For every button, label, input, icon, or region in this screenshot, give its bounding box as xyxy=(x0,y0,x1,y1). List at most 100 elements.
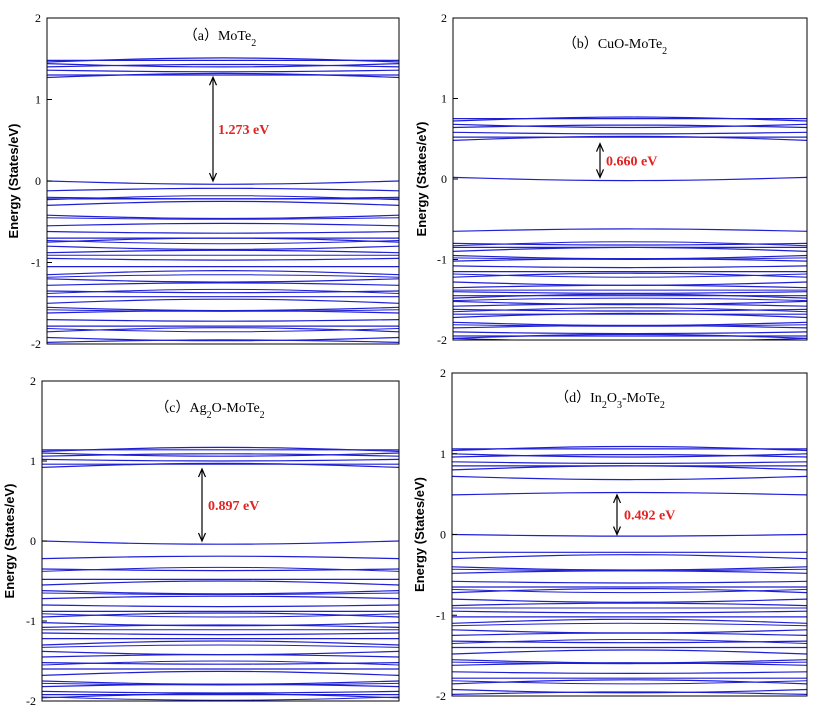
band-line xyxy=(47,339,399,343)
band-line xyxy=(453,303,807,307)
band-line xyxy=(47,336,399,342)
band-line xyxy=(47,57,399,63)
band-line xyxy=(42,660,399,666)
band-line xyxy=(452,632,807,636)
band-lines xyxy=(452,445,807,695)
band-line xyxy=(42,696,399,701)
band-line xyxy=(42,446,399,452)
band-line xyxy=(452,598,807,603)
panel-title: （c）Ag2O-MoTe2 xyxy=(155,400,264,421)
panel-c-ag2o-mote2: 2 1 0 -1 -2 Energy (States/eV) （c）Ag2O-MoTe2 0.… xyxy=(2,374,400,708)
band-line xyxy=(453,116,807,122)
band-line xyxy=(47,230,399,234)
y-tick-label: 0 xyxy=(30,534,36,548)
band-line xyxy=(42,566,399,572)
gap-value-label: 1.273 eV xyxy=(218,123,269,138)
band-line xyxy=(47,309,399,312)
panel-d-in2o3-mote2: 2 1 0 -1 -2 Energy (States/eV) （d）In2O3-MoTe2 0… xyxy=(412,366,808,703)
band-line xyxy=(452,554,807,560)
panel-title: （d）In2O3-MoTe2 xyxy=(555,390,665,411)
band-line xyxy=(47,269,399,276)
band-line xyxy=(452,587,807,594)
band-line xyxy=(452,691,807,695)
band-line xyxy=(453,333,807,339)
band-line xyxy=(42,453,399,457)
panel-title: （a）MoTe2 xyxy=(184,28,256,49)
band-line xyxy=(452,566,807,571)
band-line xyxy=(47,240,399,245)
band-line xyxy=(452,475,807,481)
band-line xyxy=(453,293,807,299)
band-line xyxy=(452,610,807,614)
band-line xyxy=(47,217,399,220)
gap-arrow xyxy=(197,467,207,543)
band-line xyxy=(47,278,399,283)
y-tick-label: -2 xyxy=(437,333,447,347)
band-line xyxy=(47,309,399,314)
band-line xyxy=(452,570,807,574)
band-line xyxy=(453,135,807,141)
y-tick-label: 1 xyxy=(35,93,41,107)
band-line xyxy=(453,331,807,335)
band-line xyxy=(452,491,807,496)
band-line xyxy=(47,69,399,73)
band-line xyxy=(453,300,807,306)
band-line xyxy=(47,327,399,333)
band-line xyxy=(47,72,399,79)
gap-arrow xyxy=(595,142,605,179)
band-line xyxy=(42,590,399,595)
gap-value-label: 0.897 eV xyxy=(208,499,259,514)
y-tick-label: 0 xyxy=(441,172,447,186)
band-line xyxy=(47,249,399,254)
band-lines xyxy=(453,116,807,340)
band-line xyxy=(42,693,399,699)
band-line xyxy=(452,661,807,665)
band-line xyxy=(452,602,807,607)
y-tick-label: -1 xyxy=(31,256,41,270)
band-line xyxy=(47,282,399,286)
y-tick-label: -2 xyxy=(26,694,36,708)
y-tick-label: -2 xyxy=(436,689,446,703)
band-line xyxy=(453,228,807,232)
y-tick-label: 2 xyxy=(440,366,446,380)
band-line xyxy=(47,187,399,192)
band-line xyxy=(42,595,399,600)
band-line xyxy=(453,284,807,289)
y-axis-title: Energy (States/eV) xyxy=(2,484,17,599)
band-line xyxy=(42,644,399,648)
band-line xyxy=(453,246,807,252)
band-line xyxy=(42,540,399,545)
band-line xyxy=(47,180,399,185)
band-line xyxy=(452,461,807,464)
band-line xyxy=(452,454,807,458)
band-line xyxy=(453,291,807,294)
y-tick-label: 2 xyxy=(441,11,447,25)
band-line xyxy=(452,638,807,644)
band-line xyxy=(42,632,399,636)
y-tick-label: -1 xyxy=(26,614,36,628)
band-line xyxy=(42,682,399,686)
gap-arrow xyxy=(208,75,218,183)
band-line xyxy=(452,688,807,694)
y-tick-label: 1 xyxy=(30,454,36,468)
y-tick-label: 1 xyxy=(440,447,446,461)
band-line xyxy=(42,670,399,676)
y-tick-label: 0 xyxy=(35,174,41,188)
band-line xyxy=(42,612,399,618)
y-axis-title: Energy (States/eV) xyxy=(412,477,427,592)
band-line xyxy=(42,622,399,627)
y-tick-label: 1 xyxy=(441,92,447,106)
band-line xyxy=(453,241,807,247)
band-line xyxy=(42,555,399,560)
panel-title: （b）CuO-MoTe2 xyxy=(563,36,667,57)
band-line xyxy=(453,265,807,269)
panel-a-mote2: 2 1 0 -1 -2 Energy (States/eV) （a）MoTe2 1.273 e… xyxy=(6,11,400,351)
band-line xyxy=(42,640,399,646)
band-line xyxy=(42,462,399,468)
band-line xyxy=(453,324,807,327)
band-line xyxy=(452,533,807,537)
band-lines xyxy=(47,57,399,343)
gap-value-label: 0.660 eV xyxy=(606,154,657,169)
panel-b-cuo-mote2: 2 1 0 -1 -2 Energy (States/eV) （b）CuO-MoTe2 0.6… xyxy=(414,11,808,347)
gap-value-label: 0.492 eV xyxy=(624,509,675,524)
